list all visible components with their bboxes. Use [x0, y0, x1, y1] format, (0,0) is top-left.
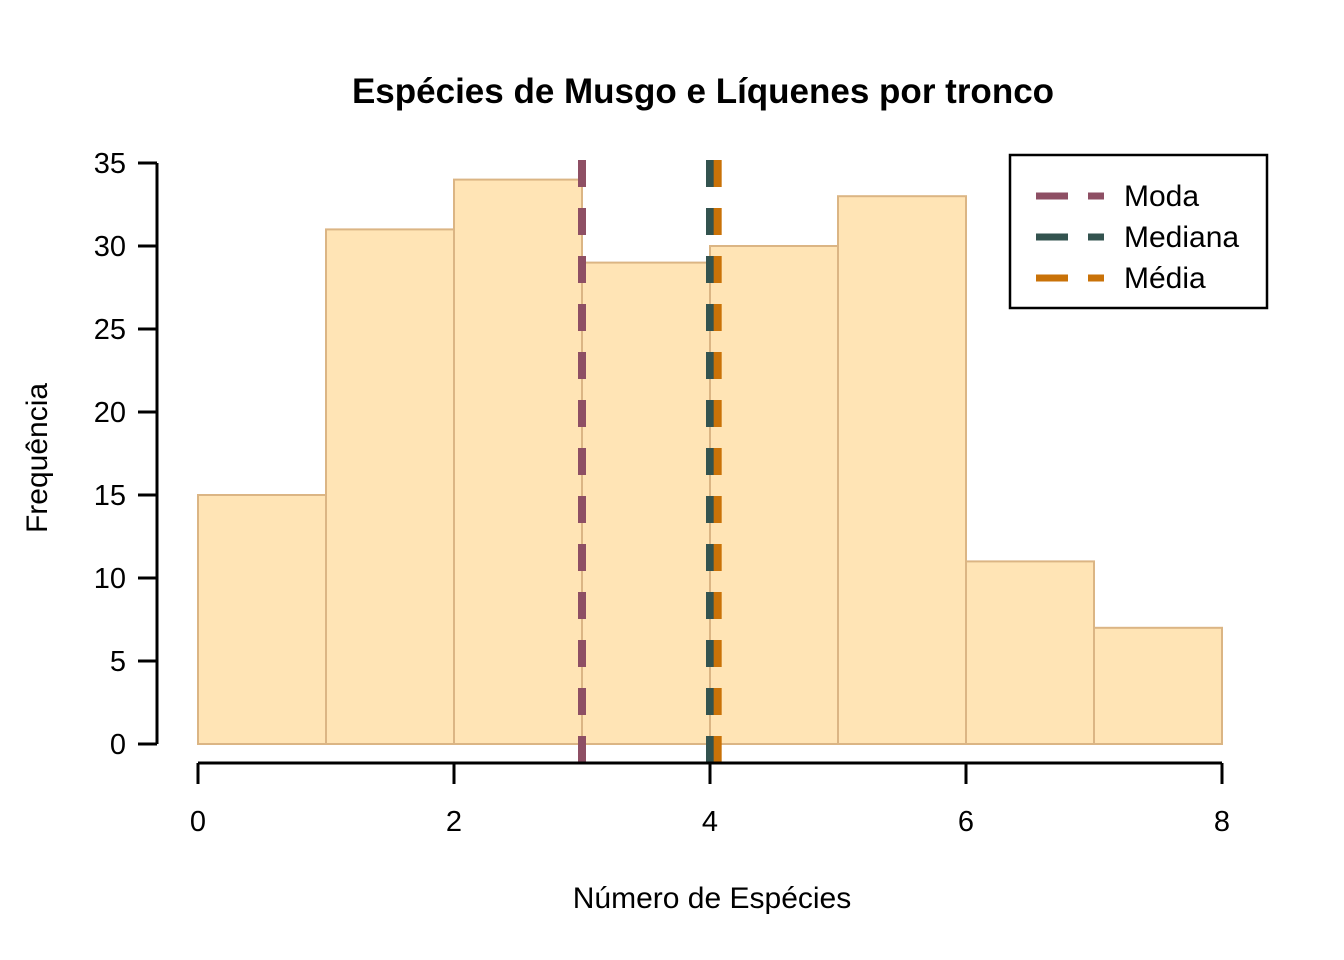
histogram-bar	[709, 245, 839, 745]
y-tick-label: 15	[94, 480, 126, 512]
histogram-bar	[965, 560, 1095, 746]
y-tick-label: 20	[94, 397, 126, 429]
y-tick-label: 10	[94, 563, 126, 595]
legend-label-moda: Moda	[1124, 180, 1199, 213]
legend-label-mediana: Mediana	[1124, 221, 1239, 254]
histogram-bar	[581, 261, 711, 745]
y-tick-label: 0	[110, 729, 126, 761]
y-axis-label: Frequência	[21, 383, 54, 533]
legend-box	[1008, 153, 1269, 310]
x-tick-label: 2	[446, 806, 462, 838]
histogram-bar	[453, 178, 583, 746]
legend-label-media: Média	[1124, 262, 1206, 295]
x-axis: 0 2 4 6 8	[190, 761, 1230, 838]
y-tick-label: 5	[110, 646, 126, 678]
histogram-bars	[197, 178, 1223, 746]
histogram-bar	[325, 228, 455, 745]
y-tick-label: 35	[94, 148, 126, 180]
y-axis: 0 5 10 15 20 25 30 35	[94, 148, 159, 761]
y-tick-label: 25	[94, 314, 126, 346]
histogram-bar	[837, 195, 967, 745]
legend-entry-mediana: Mediana	[1036, 221, 1239, 254]
histogram-bar	[1093, 626, 1223, 745]
legend-entry-media: Média	[1036, 262, 1206, 295]
legend: Moda Mediana Média	[1008, 153, 1269, 310]
x-tick-label: 6	[958, 806, 974, 838]
x-tick-label: 8	[1214, 806, 1230, 838]
legend-entry-moda: Moda	[1036, 180, 1199, 213]
x-tick-label: 4	[702, 806, 718, 838]
x-tick-label: 0	[190, 806, 206, 838]
x-axis-label: Número de Espécies	[573, 882, 851, 915]
chart-title: Espécies de Musgo e Líquenes por tronco	[352, 72, 1054, 111]
histogram-bar	[197, 494, 327, 745]
y-tick-label: 30	[94, 231, 126, 263]
reference-lines	[578, 160, 722, 766]
